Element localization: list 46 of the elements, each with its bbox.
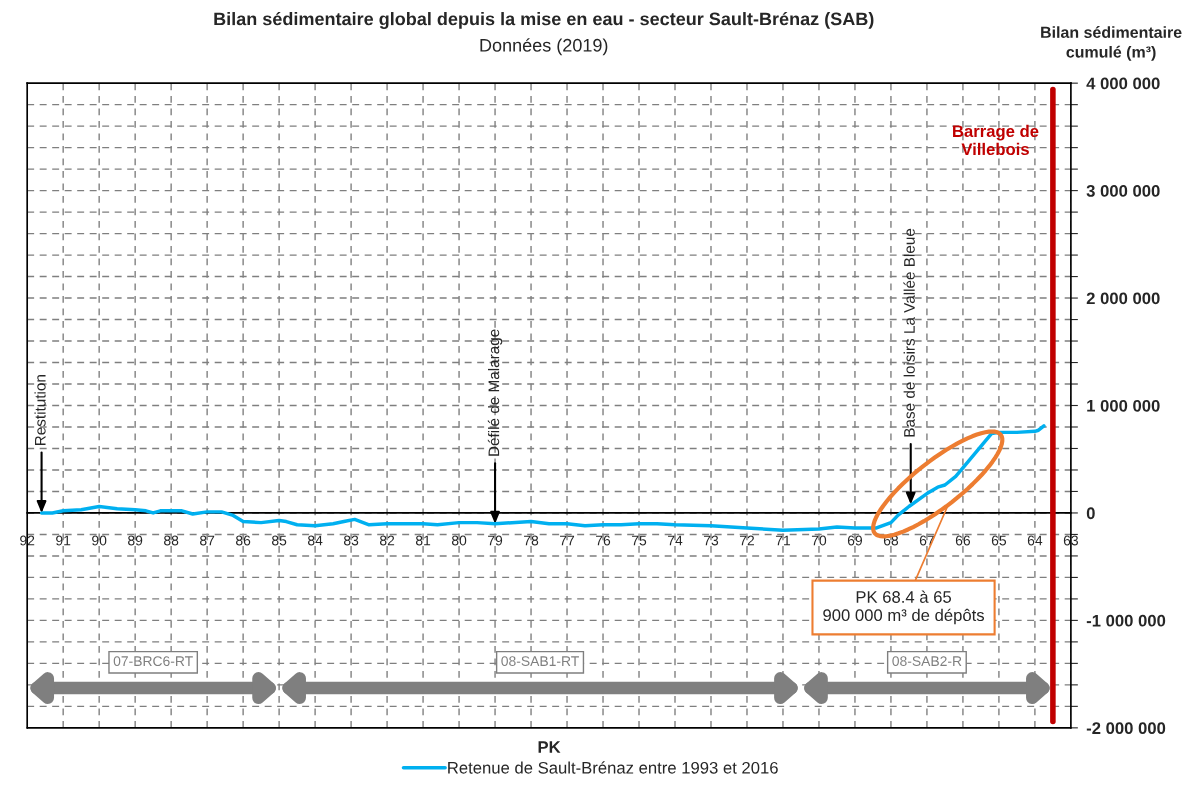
y-tick-label: 1 000 000 — [1087, 399, 1160, 412]
x-tick-label: 85 — [271, 535, 287, 546]
x-tick-label: 64 — [1027, 535, 1043, 546]
x-tick-label: 71 — [775, 535, 791, 546]
y-tick-label: 4 000 000 — [1086, 77, 1160, 90]
x-tick-label: 70 — [811, 535, 827, 546]
x-tick-label: 89 — [128, 535, 143, 546]
x-tick-label: 66 — [955, 535, 971, 546]
x-tick-label: 69 — [847, 535, 863, 546]
x-tick-label: 80 — [451, 535, 467, 546]
x-tick-label: 73 — [703, 535, 719, 546]
x-tick-label: 77 — [560, 535, 575, 546]
x-tick-label: 81 — [415, 535, 431, 546]
x-axis-title: PK — [538, 741, 561, 753]
annotation: Base de loisirs La Vallée Bleue — [903, 228, 915, 437]
y-axis-title: Bilan sédimentaire cumulé (m³) — [1041, 26, 1182, 61]
y-tick-label: 2 000 000 — [1086, 292, 1160, 305]
x-tick-label: 82 — [379, 535, 395, 546]
x-tick-label: 83 — [343, 535, 359, 546]
x-tick-label: 88 — [164, 535, 179, 546]
x-tick-label: 84 — [307, 535, 323, 546]
x-tick-label: 75 — [632, 535, 647, 546]
annotation: Défilé de Malarage — [487, 329, 503, 456]
x-tick-label: 65 — [991, 535, 1007, 546]
y-tick-label: 0 — [1086, 507, 1095, 520]
ref-line-label: Barrage de Villebois — [953, 124, 1039, 156]
chart-subtitle: Données (2019) — [480, 38, 608, 56]
x-tick-label: 74 — [667, 535, 683, 546]
y-tick-label: 3 000 000 — [1086, 185, 1160, 197]
y-tick-label: -1 000 000 — [1086, 614, 1166, 627]
annotation: Restitution — [34, 375, 46, 446]
x-tick-label: 79 — [488, 535, 503, 546]
annotation: PK 68.4 à 65 900 000 m³ de dépôts — [823, 590, 985, 625]
chart-title: Bilan sédimentaire global depuis la mise en eau - secteur Sault-Brénaz (SAB) — [214, 11, 874, 29]
annotation: 07-BRC6-RT — [113, 656, 193, 667]
x-tick-label: 87 — [200, 535, 215, 546]
x-tick-label: 91 — [56, 535, 71, 546]
x-tick-label: 78 — [524, 535, 539, 546]
x-tick-label: 76 — [596, 535, 611, 546]
y-tick-label: -2 000 000 — [1086, 722, 1166, 735]
annotation: 08-SAB2-R — [892, 656, 962, 667]
annotation: 08-SAB1-RT — [501, 656, 579, 667]
legend-label: Retenue de Sault-Brénaz entre 1993 et 2016 — [448, 761, 778, 774]
x-tick-label: 72 — [739, 535, 755, 546]
x-tick-label: 86 — [236, 535, 251, 546]
x-tick-label: 90 — [92, 535, 107, 546]
